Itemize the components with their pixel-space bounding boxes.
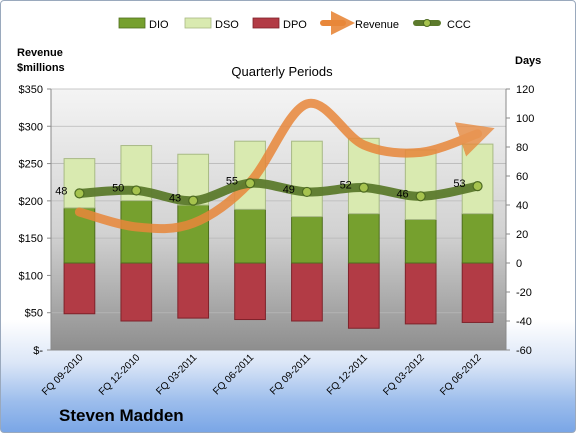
right-tick-label: 0 xyxy=(516,258,522,270)
legend-dpo-swatch xyxy=(252,17,280,29)
ccc-marker xyxy=(301,186,313,198)
right-tick-label: -60 xyxy=(516,345,532,357)
revenue-line-path xyxy=(74,98,495,234)
bar-dio xyxy=(461,213,494,264)
ccc-data-label: 43 xyxy=(169,193,181,205)
ccc-marker xyxy=(358,182,369,193)
x-tick-label: FQ 09-2010 xyxy=(40,352,86,398)
left-tick-label: $250 xyxy=(19,159,43,171)
x-tick-label: FQ 03-2011 xyxy=(154,352,199,397)
right-axis-title: Days xyxy=(515,55,541,67)
right-tick-label: 20 xyxy=(516,229,528,241)
bar-dpo xyxy=(461,262,494,323)
right-tick-label: -40 xyxy=(516,316,532,328)
bar-dio xyxy=(234,208,266,264)
ccc-marker xyxy=(415,191,426,202)
right-tick-label: 120 xyxy=(516,84,534,96)
left-tick-label: $150 xyxy=(19,233,43,245)
ccc-data-label: 48 xyxy=(55,185,67,197)
bar-series xyxy=(63,137,494,329)
bar-dso xyxy=(63,158,96,209)
left-tick-label: $350 xyxy=(19,84,43,96)
bar-dio xyxy=(404,219,437,264)
bar-dio xyxy=(291,216,323,264)
legend-revenue-label: Revenue xyxy=(355,19,399,31)
ccc-marker xyxy=(188,195,199,206)
left-tick-label: $50 xyxy=(25,308,43,320)
bar-dpo xyxy=(347,262,380,329)
ccc-data-label: 53 xyxy=(453,178,465,190)
chart-title: Quarterly Periods xyxy=(231,64,333,79)
left-tick-label: $300 xyxy=(19,121,43,133)
legend-ccc-marker xyxy=(423,19,431,27)
bar-dpo xyxy=(120,262,153,322)
x-tick-label: FQ 06-2011 xyxy=(211,352,256,397)
bar-dpo xyxy=(177,262,210,319)
ccc-data-label: 55 xyxy=(226,175,238,187)
right-tick-label: 40 xyxy=(516,200,528,212)
ccc-marker xyxy=(244,178,256,189)
x-tick-label: FQ 06-2012 xyxy=(438,352,484,398)
ccc-series: 48 50 43 55 49 52 46 53 xyxy=(55,175,483,206)
ccc-data-label: 49 xyxy=(283,184,295,196)
right-tick-label: 60 xyxy=(516,171,528,183)
right-tick-label: -20 xyxy=(516,287,532,299)
legend-dso-label: DSO xyxy=(215,19,239,31)
bar-dso xyxy=(291,140,323,218)
legend-dio-label: DIO xyxy=(149,19,169,31)
right-axis: -60 -40 -20 0 20 40 60 80 100 120 xyxy=(506,84,534,357)
bar-dso xyxy=(461,143,494,215)
revenue-series xyxy=(74,98,495,234)
legend-ccc-label: CCC xyxy=(447,19,471,31)
x-tick-label: FQ 12-2011 xyxy=(325,352,370,397)
bar-dpo xyxy=(404,262,437,325)
legend-dpo-label: DPO xyxy=(283,19,307,31)
left-axis: $- $50 $100 $150 $200 $250 $300 $350 xyxy=(19,84,51,357)
bar-dpo xyxy=(63,262,96,315)
x-axis: FQ 09-2010 FQ 12-2010 FQ 03-2011 FQ 06-2011… xyxy=(40,352,484,398)
legend: DIO DSO DPO Revenue CCC xyxy=(118,11,471,35)
ccc-marker xyxy=(131,185,142,196)
left-axis-title-line1: Revenue xyxy=(17,47,63,59)
right-tick-label: 100 xyxy=(516,113,534,125)
company-name: Steven Madden xyxy=(59,406,184,425)
ccc-data-label: 52 xyxy=(340,180,352,192)
x-tick-label: FQ 09-2011 xyxy=(268,352,313,397)
bar-dpo xyxy=(234,262,266,321)
legend-dio-swatch xyxy=(118,17,146,29)
bar-dso xyxy=(404,149,437,220)
right-tick-label: 80 xyxy=(516,142,528,154)
ccc-data-label: 46 xyxy=(396,188,408,200)
ccc-data-label: 50 xyxy=(112,183,124,195)
ccc-marker xyxy=(472,181,483,192)
left-tick-label: $100 xyxy=(19,270,43,282)
x-tick-label: FQ 12-2010 xyxy=(97,352,143,398)
ccc-marker xyxy=(74,188,85,199)
bar-dpo xyxy=(291,262,323,322)
left-axis-title-line2: $millions xyxy=(17,62,65,74)
bar-dio xyxy=(347,213,380,264)
x-tick-label: FQ 03-2012 xyxy=(381,352,427,398)
left-tick-label: $- xyxy=(33,345,43,357)
left-tick-label: $200 xyxy=(19,196,43,208)
legend-dso-swatch xyxy=(184,17,212,29)
